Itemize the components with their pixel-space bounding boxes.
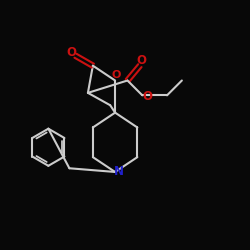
- Text: O: O: [142, 90, 152, 103]
- Text: O: O: [112, 70, 121, 80]
- Text: N: N: [114, 166, 124, 178]
- Text: O: O: [136, 54, 146, 67]
- Text: O: O: [67, 46, 77, 59]
